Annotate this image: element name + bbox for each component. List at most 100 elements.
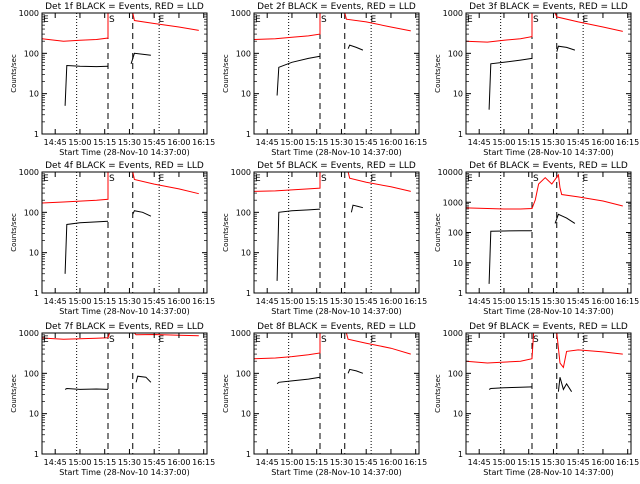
y-tick-label: 1	[34, 450, 39, 459]
marker-label: S	[109, 335, 115, 345]
y-tick-label: 1000	[443, 9, 463, 18]
plot-frame	[465, 332, 632, 455]
series-line	[276, 376, 321, 385]
x-tick-label: 15:45	[355, 297, 378, 306]
y-tick-label: 100	[448, 369, 463, 378]
y-tick-label: 1000	[231, 329, 251, 338]
plot-frame	[253, 12, 420, 135]
panel-title: Det 5f BLACK = Events, RED = LLD	[257, 161, 416, 171]
x-tick-label: 15:45	[567, 138, 590, 147]
series-line	[488, 386, 533, 390]
x-tick-label: 15:00	[68, 458, 91, 467]
x-tick-label: 16:15	[404, 458, 427, 467]
marker-label: E	[583, 335, 589, 345]
y-tick-label: 1000	[231, 9, 251, 18]
panel-det-3: Det 3f BLACK = Events, RED = LLD E S E 1 10 10…	[434, 2, 639, 157]
marker-label: E	[467, 335, 473, 345]
x-tick-label: 15:30	[118, 458, 141, 467]
series-line	[556, 332, 623, 369]
marker-label: E	[371, 174, 377, 184]
y-axis-label: Counts/sec	[222, 374, 230, 413]
panel-det-5: Det 5f BLACK = Events, RED = LLD E S E 1 10 10…	[222, 161, 427, 316]
x-tick-label: 15:00	[280, 297, 303, 306]
panel-title: Det 4f BLACK = Events, RED = LLD	[45, 161, 204, 171]
series-line	[130, 52, 151, 64]
x-tick-label: 15:00	[68, 138, 91, 147]
y-tick-label: 10000	[438, 168, 463, 177]
panel-det-2: Det 2f BLACK = Events, RED = LLD E S E 1 10 10…	[222, 2, 427, 157]
series-line	[253, 332, 322, 360]
x-tick-label: 15:45	[355, 138, 378, 147]
panel-det-9: Det 9f BLACK = Events, RED = LLD E S E 1 10 10…	[434, 322, 639, 477]
x-tick-label: 16:15	[192, 297, 215, 306]
y-axis-label: Counts/sec	[10, 54, 18, 93]
marker-label: E	[371, 335, 377, 345]
x-tick-label: 16:15	[192, 458, 215, 467]
x-tick-label: 15:15	[93, 458, 116, 467]
series-line	[344, 12, 411, 32]
series-line	[276, 208, 321, 281]
x-tick-label: 16:15	[616, 297, 639, 306]
panel-title: Det 1f BLACK = Events, RED = LLD	[45, 2, 204, 12]
x-axis-label: Start Time (28-Nov-10 14:37:00)	[271, 148, 401, 157]
marker-label: E	[467, 15, 473, 25]
marker-label: E	[43, 15, 49, 25]
y-axis-label: Counts/sec	[222, 213, 230, 252]
x-tick-label: 14:45	[44, 297, 67, 306]
marker-label: E	[159, 15, 165, 25]
x-tick-label: 15:30	[330, 458, 353, 467]
marker-label: S	[533, 335, 539, 345]
x-tick-label: 14:45	[44, 458, 67, 467]
y-tick-label: 1	[246, 450, 251, 459]
x-tick-label: 15:15	[305, 297, 328, 306]
x-tick-label: 16:00	[379, 138, 402, 147]
plot-frame	[41, 12, 208, 135]
series-line	[132, 210, 152, 217]
marker-label: E	[371, 15, 377, 25]
marker-label: S	[321, 174, 327, 184]
y-tick-label: 100	[24, 369, 39, 378]
series-line	[345, 332, 411, 355]
series-line	[347, 171, 411, 192]
y-tick-label: 1	[458, 130, 463, 139]
series-line	[253, 171, 322, 192]
series-line	[132, 12, 199, 31]
plot-frame	[41, 171, 208, 294]
marker-label: E	[255, 335, 261, 345]
marker-label: E	[583, 15, 589, 25]
y-tick-label: 1	[34, 289, 39, 298]
marker-label: E	[583, 174, 589, 184]
panel-title: Det 6f BLACK = Events, RED = LLD	[469, 161, 628, 171]
series-line	[276, 55, 321, 96]
series-line	[465, 173, 623, 210]
panel-det-4: Det 4f BLACK = Events, RED = LLD E S E 1 10 10…	[10, 161, 215, 316]
x-tick-label: 15:00	[68, 297, 91, 306]
series-line	[488, 57, 533, 110]
series-line	[554, 213, 576, 224]
series-line	[135, 375, 152, 383]
x-tick-label: 14:45	[256, 297, 279, 306]
x-tick-label: 15:15	[517, 138, 540, 147]
y-tick-label: 1	[34, 130, 39, 139]
y-tick-label: 10	[29, 249, 39, 258]
series-line	[132, 171, 199, 195]
marker-label: S	[109, 174, 115, 184]
x-tick-label: 14:45	[256, 458, 279, 467]
marker-label: S	[533, 15, 539, 25]
y-tick-label: 100	[236, 208, 251, 217]
x-tick-label: 16:00	[379, 458, 402, 467]
x-tick-label: 16:15	[616, 458, 639, 467]
x-tick-label: 15:30	[542, 458, 565, 467]
marker-label: E	[43, 335, 49, 345]
series-line	[64, 220, 109, 274]
y-tick-label: 1000	[443, 198, 463, 207]
panel-title: Det 3f BLACK = Events, RED = LLD	[469, 2, 628, 12]
marker-label: E	[159, 335, 165, 345]
y-tick-label: 1000	[19, 168, 39, 177]
marker-label: S	[109, 15, 115, 25]
x-tick-label: 15:30	[542, 138, 565, 147]
x-tick-label: 15:15	[93, 297, 116, 306]
series-line	[41, 171, 110, 204]
x-tick-label: 16:15	[404, 297, 427, 306]
